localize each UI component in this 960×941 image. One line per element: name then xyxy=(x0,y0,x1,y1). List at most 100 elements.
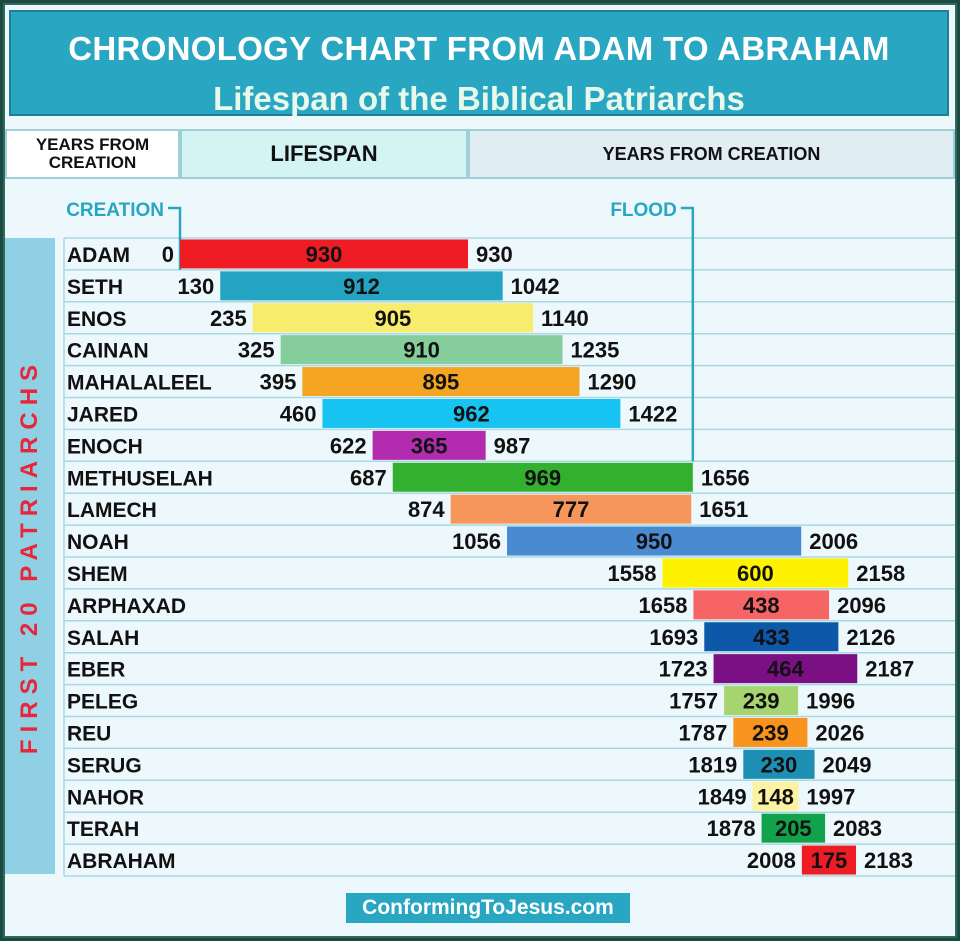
marker-label-creation: CREATION xyxy=(66,200,164,221)
birth-year-label: 325 xyxy=(238,338,275,363)
lifespan-value: 175 xyxy=(811,848,848,873)
lifespan-bar xyxy=(662,558,849,588)
side-label-panel: FIRST 20 PATRIARCHS xyxy=(5,238,55,874)
birth-year-label: 460 xyxy=(280,401,317,426)
lifespan-value: 950 xyxy=(636,529,673,554)
lifespan-bar xyxy=(801,845,857,875)
column-header-years-right-label: YEARS FROM CREATION xyxy=(602,143,821,164)
death-year-label: 2126 xyxy=(846,625,895,650)
birth-year-label: 1757 xyxy=(669,689,718,714)
lifespan-bar xyxy=(704,622,839,652)
death-year-label: 1996 xyxy=(806,689,855,714)
birth-year-label: 1693 xyxy=(649,625,698,650)
lifespan-bar xyxy=(450,494,692,524)
death-year-label: 930 xyxy=(476,242,513,267)
header-banner: CHRONOLOGY CHART FROM ADAM TO ABRAHAM Li… xyxy=(9,10,949,117)
birth-year-label: 1849 xyxy=(698,784,747,809)
birth-year-label: 622 xyxy=(330,433,367,458)
lifespan-value: 969 xyxy=(524,465,561,490)
birth-year-label: 130 xyxy=(178,274,215,299)
birth-year-label: 2008 xyxy=(747,848,796,873)
lifespan-value: 777 xyxy=(553,497,590,522)
lifespan-value: 239 xyxy=(752,720,789,745)
lifespan-value: 148 xyxy=(757,784,794,809)
death-year-label: 1997 xyxy=(806,784,855,809)
lifespan-value: 438 xyxy=(743,593,780,618)
death-year-label: 1042 xyxy=(511,274,560,299)
lifespan-bar xyxy=(733,717,808,747)
patriarch-name: SALAH xyxy=(67,627,139,650)
column-header-years-left: YEARS FROM CREATION xyxy=(5,129,180,179)
marker-line-flood xyxy=(680,206,695,462)
patriarch-name: PELEG xyxy=(67,691,138,714)
lifespan-value: 433 xyxy=(753,625,790,650)
death-year-label: 1422 xyxy=(628,401,677,426)
death-year-label: 2158 xyxy=(856,561,905,586)
death-year-label: 2096 xyxy=(837,593,886,618)
lifespan-bar xyxy=(180,239,468,269)
birth-year-label: 395 xyxy=(260,370,297,395)
patriarch-name: CAINAN xyxy=(67,340,149,363)
birth-year-label: 1056 xyxy=(452,529,501,554)
lifespan-value: 912 xyxy=(343,274,380,299)
patriarch-name: ENOCH xyxy=(67,435,143,458)
lifespan-value: 930 xyxy=(306,242,343,267)
patriarch-name: LAMECH xyxy=(67,499,157,522)
patriarch-name: ARPHAXAD xyxy=(67,595,186,618)
birth-year-label: 874 xyxy=(408,497,445,522)
lifespan-bar xyxy=(507,526,802,556)
column-header-lifespan-label: LIFESPAN xyxy=(270,141,378,166)
lifespan-bar xyxy=(372,430,486,460)
lifespan-bar xyxy=(322,398,621,428)
column-header-years-left-label: YEARS FROM CREATION xyxy=(35,135,150,172)
death-year-label: 1651 xyxy=(699,497,748,522)
lifespan-bar xyxy=(392,462,693,492)
birth-year-label: 0 xyxy=(162,242,174,267)
lifespan-value: 962 xyxy=(453,401,490,426)
lifespan-bar xyxy=(252,303,534,333)
birth-year-label: 1658 xyxy=(638,593,687,618)
patriarch-name: SERUG xyxy=(67,754,142,777)
lifespan-bar xyxy=(220,271,503,301)
birth-year-label: 1819 xyxy=(688,752,737,777)
death-year-label: 1140 xyxy=(541,306,589,331)
patriarch-name: NAHOR xyxy=(67,786,144,809)
patriarch-name: ENOS xyxy=(67,308,127,331)
birth-year-label: 1787 xyxy=(678,720,727,745)
patriarch-name: ADAM xyxy=(67,244,130,267)
lifespan-value: 895 xyxy=(423,370,460,395)
death-year-label: 2187 xyxy=(865,657,914,682)
lifespan-bar xyxy=(693,590,830,620)
death-year-label: 2006 xyxy=(809,529,858,554)
patriarch-name: EBER xyxy=(67,659,125,682)
birth-year-label: 1878 xyxy=(707,816,756,841)
death-year-label: 2026 xyxy=(815,720,864,745)
footer-link[interactable]: ConformingToJesus.com xyxy=(346,893,630,923)
marker-label-flood: FLOOD xyxy=(610,200,677,221)
lifespan-bar xyxy=(743,749,815,779)
lifespan-value: 910 xyxy=(403,338,440,363)
patriarch-name: NOAH xyxy=(67,531,129,554)
lifespan-bar xyxy=(752,781,799,811)
patriarch-name: MAHALALEEL xyxy=(67,372,212,395)
birth-year-label: 235 xyxy=(210,306,247,331)
patriarch-name: ABRAHAM xyxy=(67,850,176,873)
lifespan-bar xyxy=(280,335,563,365)
death-year-label: 2083 xyxy=(833,816,882,841)
lifespan-bar xyxy=(724,686,799,716)
chart-title: CHRONOLOGY CHART FROM ADAM TO ABRAHAM xyxy=(68,30,890,67)
birth-year-label: 1723 xyxy=(659,657,708,682)
chart-subtitle: Lifespan of the Biblical Patriarchs xyxy=(213,80,745,117)
lifespan-value: 600 xyxy=(737,561,774,586)
lifespan-bar xyxy=(761,813,826,843)
lifespan-value: 365 xyxy=(411,433,448,458)
birth-year-label: 1558 xyxy=(608,561,657,586)
patriarch-name: REU xyxy=(67,722,111,745)
death-year-label: 1656 xyxy=(701,465,750,490)
lifespan-value: 464 xyxy=(767,657,804,682)
lifespan-bar xyxy=(302,367,580,397)
column-header-lifespan: LIFESPAN xyxy=(180,129,468,179)
patriarch-name: SHEM xyxy=(67,563,128,586)
lifespan-value: 230 xyxy=(761,752,798,777)
